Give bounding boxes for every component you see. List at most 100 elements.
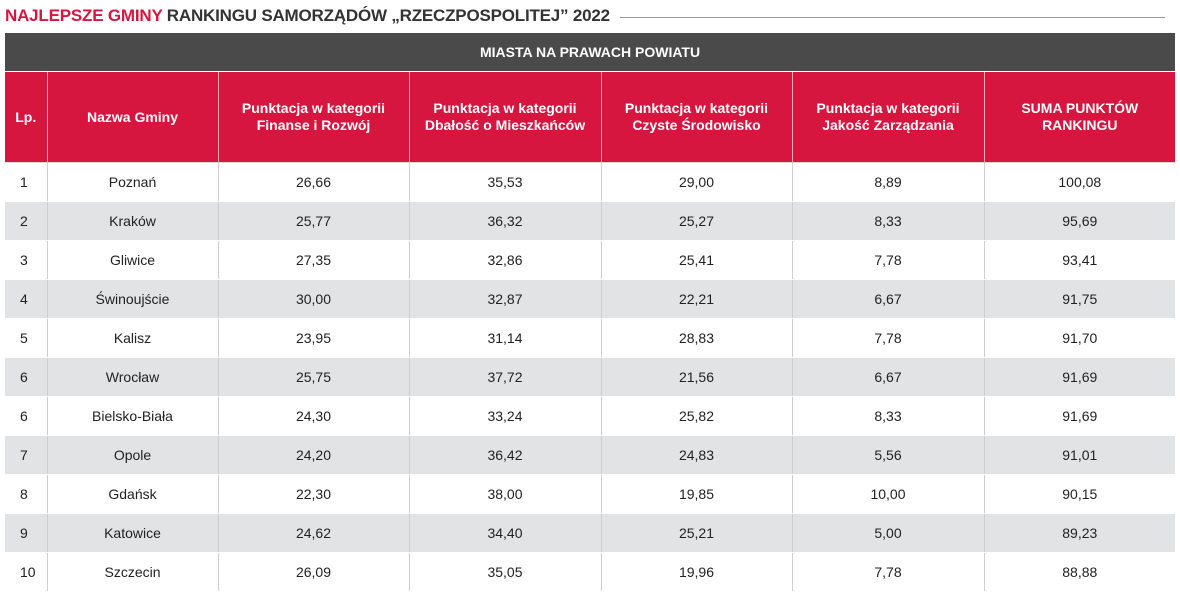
rank-cell: 1 bbox=[5, 162, 47, 202]
column-header: SUMA PUNKTÓW RANKINGU bbox=[983, 71, 1176, 163]
table-row: 2 Kraków 25,77 36,32 25,27 8,33 95,69 bbox=[5, 201, 1176, 241]
total-score-cell: 91,01 bbox=[983, 435, 1176, 475]
municipality-cell: Katowice bbox=[46, 513, 218, 553]
finance-score-cell: 30,00 bbox=[217, 279, 409, 319]
header-row: Lp. Nazwa Gminy Punktacja w kategorii Fi… bbox=[5, 71, 1176, 163]
management-score-cell: 6,67 bbox=[791, 357, 984, 397]
municipality-cell: Świnoujście bbox=[46, 279, 218, 319]
municipality-cell: Wrocław bbox=[46, 357, 218, 397]
management-score-cell: 8,89 bbox=[791, 162, 984, 202]
finance-score-cell: 24,30 bbox=[217, 396, 409, 436]
environment-score-cell: 21,56 bbox=[600, 357, 792, 397]
total-score-cell: 91,75 bbox=[983, 279, 1176, 319]
environment-score-cell: 19,85 bbox=[600, 474, 792, 514]
environment-score-cell: 28,83 bbox=[600, 318, 792, 358]
environment-score-cell: 25,27 bbox=[600, 201, 792, 241]
total-score-cell: 95,69 bbox=[983, 201, 1176, 241]
rank-cell: 5 bbox=[5, 318, 47, 358]
finance-score-cell: 22,30 bbox=[217, 474, 409, 514]
environment-score-cell: 24,83 bbox=[600, 435, 792, 475]
finance-score-cell: 25,77 bbox=[217, 201, 409, 241]
residents-score-cell: 35,53 bbox=[408, 162, 601, 202]
finance-score-cell: 24,62 bbox=[217, 513, 409, 553]
management-score-cell: 7,78 bbox=[791, 318, 984, 358]
residents-score-cell: 38,00 bbox=[408, 474, 601, 514]
table-row: 5 Kalisz 23,95 31,14 28,83 7,78 91,70 bbox=[5, 318, 1176, 358]
page-title: NAJLEPSZE GMINY RANKINGU SAMORZĄDÓW „RZE… bbox=[5, 6, 610, 26]
title-rest: RANKINGU SAMORZĄDÓW „RZECZPOSPOLITEJ” 20… bbox=[162, 6, 610, 25]
residents-score-cell: 35,05 bbox=[408, 552, 601, 592]
table-row: 7 Opole 24,20 36,42 24,83 5,56 91,01 bbox=[5, 435, 1176, 475]
table-row: 1 Poznań 26,66 35,53 29,00 8,89 100,08 bbox=[5, 162, 1176, 202]
band-label: MIASTA NA PRAWACH POWIATU bbox=[5, 33, 1176, 72]
total-score-cell: 91,70 bbox=[983, 318, 1176, 358]
rank-cell: 2 bbox=[5, 201, 47, 241]
finance-score-cell: 23,95 bbox=[217, 318, 409, 358]
title-divider bbox=[619, 16, 1165, 18]
finance-score-cell: 26,09 bbox=[217, 552, 409, 592]
rank-cell: 10 bbox=[5, 552, 47, 592]
municipality-cell: Bielsko-Biała bbox=[46, 396, 218, 436]
title-row: NAJLEPSZE GMINY RANKINGU SAMORZĄDÓW „RZE… bbox=[5, 4, 1165, 28]
management-score-cell: 7,78 bbox=[791, 552, 984, 592]
table-row: 8 Gdańsk 22,30 38,00 19,85 10,00 90,15 bbox=[5, 474, 1176, 514]
rank-cell: 8 bbox=[5, 474, 47, 514]
table-row: 10 Szczecin 26,09 35,05 19,96 7,78 88,88 bbox=[5, 552, 1176, 592]
environment-score-cell: 19,96 bbox=[600, 552, 792, 592]
environment-score-cell: 29,00 bbox=[600, 162, 792, 202]
column-header: Punktacja w kategorii Dbałość o Mieszkań… bbox=[408, 71, 601, 163]
rank-cell: 9 bbox=[5, 513, 47, 553]
municipality-cell: Gdańsk bbox=[46, 474, 218, 514]
municipality-cell: Kalisz bbox=[46, 318, 218, 358]
municipality-cell: Opole bbox=[46, 435, 218, 475]
management-score-cell: 8,33 bbox=[791, 201, 984, 241]
rank-cell: 7 bbox=[5, 435, 47, 475]
municipality-cell: Kraków bbox=[46, 201, 218, 241]
table-band: MIASTA NA PRAWACH POWIATU bbox=[5, 33, 1176, 72]
column-header: Nazwa Gminy bbox=[46, 71, 218, 163]
total-score-cell: 91,69 bbox=[983, 396, 1176, 436]
finance-score-cell: 26,66 bbox=[217, 162, 409, 202]
table-body: 1 Poznań 26,66 35,53 29,00 8,89 100,08 2 Kraków 2… bbox=[5, 162, 1176, 592]
management-score-cell: 6,67 bbox=[791, 279, 984, 319]
municipality-cell: Szczecin bbox=[46, 552, 218, 592]
column-header: Punktacja w kategorii Czyste Środowisko bbox=[600, 71, 792, 163]
management-score-cell: 10,00 bbox=[791, 474, 984, 514]
rank-cell: 6 bbox=[5, 396, 47, 436]
rank-cell: 3 bbox=[5, 240, 47, 280]
total-score-cell: 89,23 bbox=[983, 513, 1176, 553]
table-row: 4 Świnoujście 30,00 32,87 22,21 6,67 91,75 bbox=[5, 279, 1176, 319]
title-accent: NAJLEPSZE GMINY bbox=[5, 6, 163, 25]
table-row: 6 Bielsko-Biała 24,30 33,24 25,82 8,33 91,69 bbox=[5, 396, 1176, 436]
residents-score-cell: 34,40 bbox=[408, 513, 601, 553]
total-score-cell: 93,41 bbox=[983, 240, 1176, 280]
residents-score-cell: 32,86 bbox=[408, 240, 601, 280]
total-score-cell: 100,08 bbox=[983, 162, 1176, 202]
environment-score-cell: 22,21 bbox=[600, 279, 792, 319]
municipality-cell: Gliwice bbox=[46, 240, 218, 280]
finance-score-cell: 24,20 bbox=[217, 435, 409, 475]
environment-score-cell: 25,41 bbox=[600, 240, 792, 280]
residents-score-cell: 37,72 bbox=[408, 357, 601, 397]
finance-score-cell: 27,35 bbox=[217, 240, 409, 280]
rank-cell: 4 bbox=[5, 279, 47, 319]
column-header: Punktacja w kategorii Finanse i Rozwój bbox=[217, 71, 409, 163]
total-score-cell: 90,15 bbox=[983, 474, 1176, 514]
management-score-cell: 8,33 bbox=[791, 396, 984, 436]
total-score-cell: 88,88 bbox=[983, 552, 1176, 592]
rank-cell: 6 bbox=[5, 357, 47, 397]
table-row: 3 Gliwice 27,35 32,86 25,41 7,78 93,41 bbox=[5, 240, 1176, 280]
table-row: 6 Wrocław 25,75 37,72 21,56 6,67 91,69 bbox=[5, 357, 1176, 397]
residents-score-cell: 32,87 bbox=[408, 279, 601, 319]
ranking-page: NAJLEPSZE GMINY RANKINGU SAMORZĄDÓW „RZE… bbox=[5, 4, 1176, 592]
environment-score-cell: 25,21 bbox=[600, 513, 792, 553]
management-score-cell: 7,78 bbox=[791, 240, 984, 280]
total-score-cell: 91,69 bbox=[983, 357, 1176, 397]
municipality-cell: Poznań bbox=[46, 162, 218, 202]
environment-score-cell: 25,82 bbox=[600, 396, 792, 436]
finance-score-cell: 25,75 bbox=[217, 357, 409, 397]
column-header: Lp. bbox=[5, 71, 47, 163]
residents-score-cell: 36,42 bbox=[408, 435, 601, 475]
management-score-cell: 5,00 bbox=[791, 513, 984, 553]
ranking-table: MIASTA NA PRAWACH POWIATU Lp. Nazwa Gmin… bbox=[5, 33, 1176, 592]
